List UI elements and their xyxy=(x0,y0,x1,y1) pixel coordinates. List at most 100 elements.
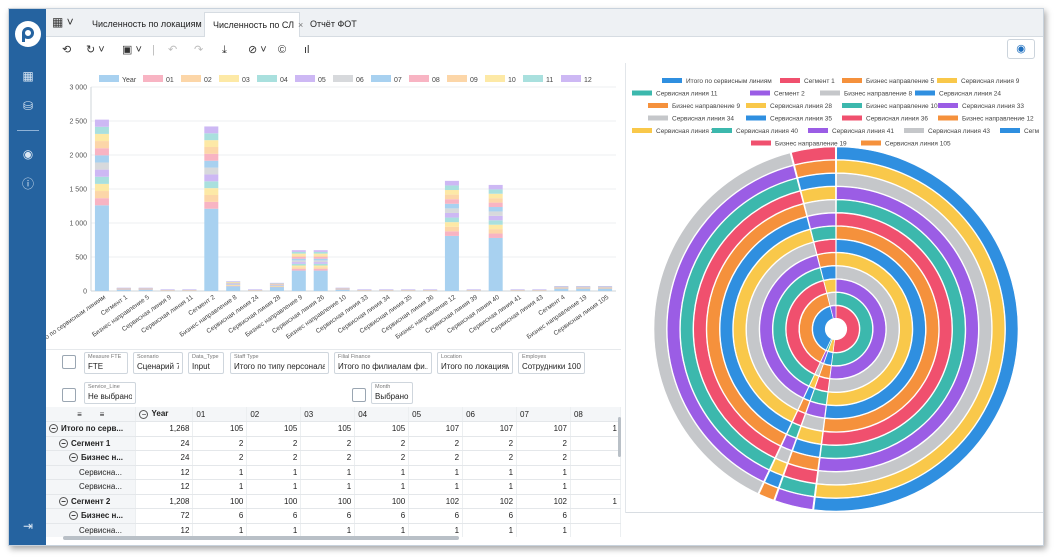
bar-segment[interactable] xyxy=(313,258,328,261)
bar-stack[interactable] xyxy=(335,287,350,291)
column-header[interactable]: 02 xyxy=(246,407,302,422)
bar-segment[interactable] xyxy=(226,286,241,291)
bar-segment[interactable] xyxy=(226,284,241,286)
bar-stack[interactable] xyxy=(269,282,284,291)
bar-segment[interactable] xyxy=(444,231,459,236)
table-row[interactable]: Сервисна... 12 1 1 1 1 1 1 1 xyxy=(46,465,621,480)
table-cell[interactable]: 100 xyxy=(246,494,302,509)
legend-item[interactable]: Сервисная линия 11 xyxy=(632,90,718,98)
bar-segment[interactable] xyxy=(226,283,241,285)
ring-segment[interactable] xyxy=(804,199,836,217)
bar-segment[interactable] xyxy=(269,286,284,291)
table-cell[interactable]: 102 xyxy=(408,494,464,509)
bar-segment[interactable] xyxy=(313,270,328,291)
table-cell[interactable]: 102 xyxy=(462,494,518,509)
ring-segment[interactable] xyxy=(796,426,823,445)
legend-item[interactable]: Бизнес направление 19 xyxy=(751,140,847,148)
bar-stack[interactable] xyxy=(138,287,153,291)
bar-segment[interactable] xyxy=(94,169,109,177)
bar-segment[interactable] xyxy=(291,265,306,268)
legend-item[interactable]: 05 xyxy=(295,75,326,84)
bar-segment[interactable] xyxy=(204,181,219,189)
columns-layout-icon[interactable] xyxy=(352,388,366,402)
row-header[interactable]: − Сегмент 2 xyxy=(46,494,137,509)
ring-segment[interactable] xyxy=(746,242,817,411)
legend-item[interactable]: Сегмент 2 xyxy=(750,90,805,98)
table-cell[interactable]: 1,208 xyxy=(135,494,194,509)
bar-segment[interactable] xyxy=(204,195,219,202)
bar-segment[interactable] xyxy=(444,199,459,204)
ring-segment[interactable] xyxy=(797,173,836,191)
bar-segment[interactable] xyxy=(444,217,459,223)
row-header[interactable]: Сервисна... xyxy=(46,523,137,537)
ring-segment[interactable] xyxy=(821,212,953,446)
ring-segment[interactable] xyxy=(816,252,837,268)
table-cell[interactable] xyxy=(570,436,621,451)
ring-segment[interactable] xyxy=(812,306,834,351)
bar-segment[interactable] xyxy=(94,141,109,149)
bar-stack[interactable] xyxy=(313,250,328,291)
bar-segment[interactable] xyxy=(488,184,503,190)
bar-segment[interactable] xyxy=(488,198,503,203)
bar-segment[interactable] xyxy=(204,174,219,182)
currency-icon[interactable]: © xyxy=(278,44,287,56)
bar-segment[interactable] xyxy=(204,188,219,196)
refresh-icon[interactable]: ↻ ˅ xyxy=(86,44,105,56)
table-cell[interactable]: 107 xyxy=(408,421,464,437)
download-icon[interactable]: ⤓ xyxy=(222,44,227,56)
bar-segment[interactable] xyxy=(94,162,109,170)
table-cell[interactable]: 6 xyxy=(516,508,571,524)
bar-segment[interactable] xyxy=(554,288,569,291)
bar-segment[interactable] xyxy=(226,284,241,286)
ring-segment[interactable] xyxy=(787,450,820,471)
bar-segment[interactable] xyxy=(554,286,569,287)
bar-segment[interactable] xyxy=(204,160,219,168)
bar-segment[interactable] xyxy=(291,270,306,291)
bar-segment[interactable] xyxy=(269,283,284,285)
bar-segment[interactable] xyxy=(204,201,219,209)
layout-icon[interactable] xyxy=(62,355,76,369)
ring-segment[interactable] xyxy=(801,413,825,432)
ring-segment[interactable] xyxy=(706,203,807,446)
table-cell[interactable]: 2 xyxy=(462,436,518,451)
legend-item[interactable]: Бизнес направление 12 xyxy=(938,115,1034,123)
bar-segment[interactable] xyxy=(313,262,328,264)
bar-stack[interactable] xyxy=(226,281,241,291)
ring-segment[interactable] xyxy=(824,239,926,419)
bar-segment[interactable] xyxy=(291,253,306,256)
table-cell[interactable]: 2 xyxy=(516,436,571,451)
ring-segment[interactable] xyxy=(829,279,886,379)
table-cell[interactable]: 1 xyxy=(192,479,248,495)
bar-stack[interactable] xyxy=(160,289,175,291)
ring-segment[interactable] xyxy=(832,305,860,353)
collapse-toggle-icon[interactable]: − xyxy=(69,511,78,521)
table-cell[interactable]: 105 xyxy=(192,421,248,437)
table-cell[interactable]: 1 xyxy=(462,465,518,480)
legend-item[interactable]: 03 xyxy=(219,75,250,84)
bar-segment[interactable] xyxy=(269,284,284,286)
table-cell[interactable]: 2 xyxy=(246,436,302,451)
table-cell[interactable]: 72 xyxy=(135,508,194,524)
table-cell[interactable]: 12 xyxy=(135,465,194,480)
bar-segment[interactable] xyxy=(182,289,197,290)
legend-item[interactable]: Сервисная линия 33 xyxy=(938,103,1024,110)
ring-segment[interactable] xyxy=(764,470,783,488)
legend-item[interactable]: 10 xyxy=(485,75,516,84)
column-header[interactable]: 08 xyxy=(570,407,621,422)
bar-segment[interactable] xyxy=(226,285,241,287)
bar-stack[interactable] xyxy=(204,126,219,291)
redo-icon[interactable]: ↷ xyxy=(194,44,204,56)
ring-segment[interactable] xyxy=(810,388,829,405)
logout-icon[interactable]: ⇥ xyxy=(22,519,34,533)
bar-segment[interactable] xyxy=(204,140,219,148)
ring-segment[interactable] xyxy=(829,305,837,319)
bar-segment[interactable] xyxy=(444,180,459,186)
ring-segment[interactable] xyxy=(826,292,837,307)
bar-segment[interactable] xyxy=(598,288,613,291)
bar-stack[interactable] xyxy=(576,286,591,291)
bar-segment[interactable] xyxy=(444,212,459,218)
table-cell[interactable]: 6 xyxy=(408,508,464,524)
bar-stack[interactable] xyxy=(423,289,438,291)
bar-stack[interactable] xyxy=(401,289,416,291)
column-header[interactable]: 03 xyxy=(300,407,356,422)
